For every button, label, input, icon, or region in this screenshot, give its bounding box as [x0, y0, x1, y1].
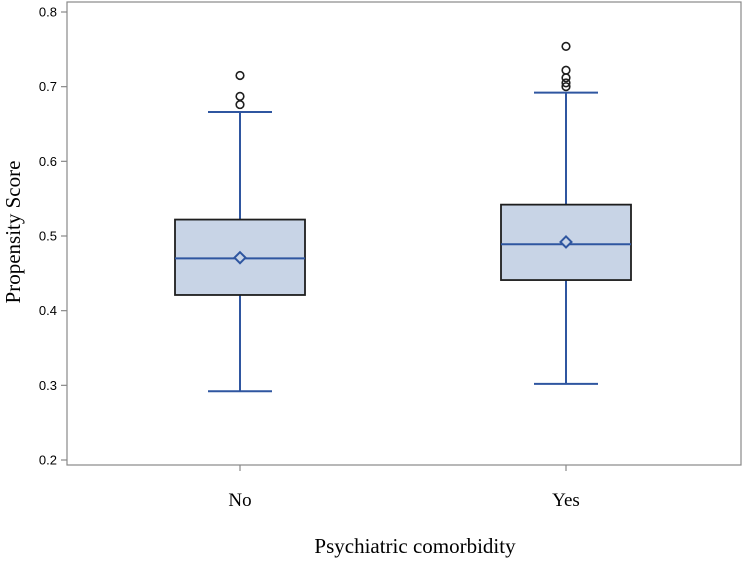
mean-marker [559, 235, 573, 249]
outlier-point [561, 41, 571, 51]
boxes [174, 41, 632, 393]
box-group-yes [500, 41, 632, 385]
y-axis-title: Propensity Score [1, 161, 25, 304]
y-axis: 0.2 0.3 0.4 0.5 0.6 0.7 0.8 [39, 5, 67, 468]
outlier-point [561, 73, 571, 83]
x-tick-label: No [228, 490, 251, 511]
y-tick-label: 0.7 [39, 79, 57, 94]
box-group-no [174, 70, 306, 393]
y-tick-label: 0.4 [39, 303, 57, 318]
mean-marker [233, 250, 247, 265]
x-tick-label: Yes [552, 490, 580, 511]
x-axis-title: Psychiatric comorbidity [314, 534, 516, 558]
outlier-point [561, 65, 571, 75]
y-tick-label: 0.6 [39, 154, 57, 169]
outlier-point [235, 70, 245, 81]
y-tick-label: 0.5 [39, 229, 57, 244]
y-tick-label: 0.3 [39, 378, 57, 393]
outlier-point [235, 91, 245, 101]
y-tick-label: 0.2 [39, 453, 57, 468]
outlier-point [235, 99, 245, 110]
y-tick-label: 0.8 [39, 5, 57, 20]
plot-area-frame [66, 1, 742, 466]
outlier-point [561, 82, 571, 92]
x-axis: No Yes [228, 465, 580, 511]
outlier-point [561, 78, 571, 88]
